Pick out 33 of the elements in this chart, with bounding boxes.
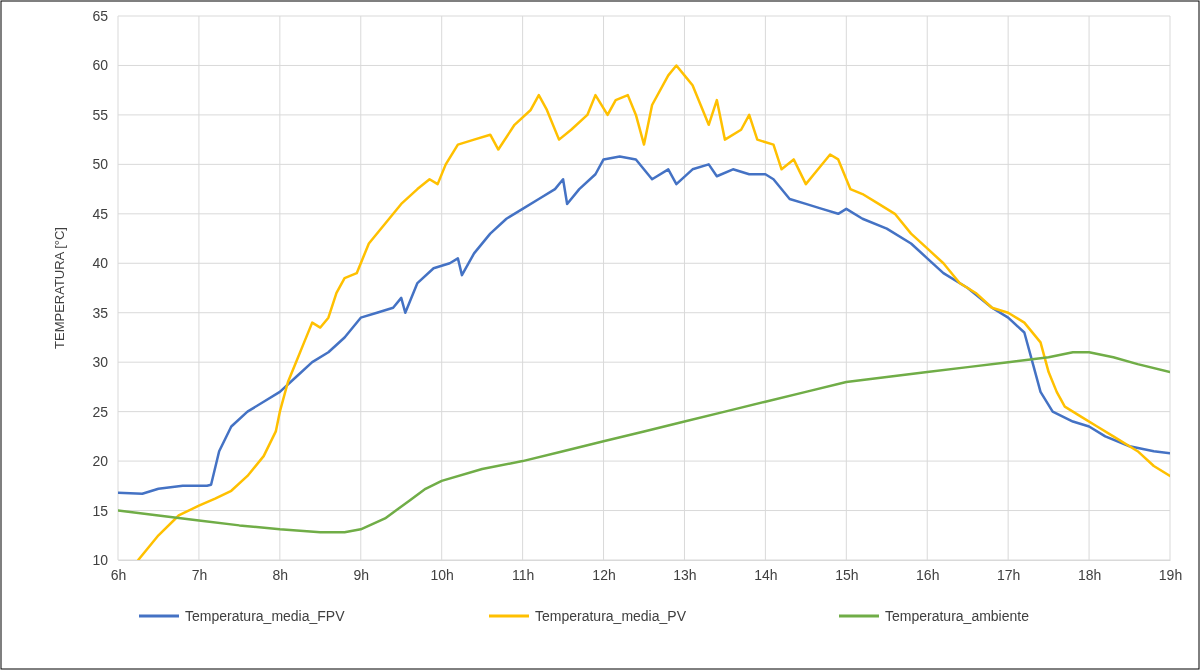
x-tick-label: 18h bbox=[1077, 566, 1102, 583]
x-tick-label: 17h bbox=[996, 566, 1021, 583]
x-tick-label: 13h bbox=[673, 566, 697, 583]
y-tick-label: 30 bbox=[92, 354, 109, 371]
y-tick-label: 60 bbox=[92, 57, 109, 74]
y-tick-label: 20 bbox=[92, 453, 109, 470]
legend-label: Temperatura_media_PV bbox=[535, 608, 687, 624]
x-tick-label: 19h bbox=[1158, 566, 1183, 583]
x-tick-label: 7h bbox=[191, 566, 208, 583]
legend-label: Temperatura_ambiente bbox=[885, 608, 1030, 624]
x-tick-label: 12h bbox=[592, 566, 616, 583]
x-tick-label: 10h bbox=[430, 566, 454, 583]
line-series bbox=[136, 64, 1170, 560]
x-tick-label: 16h bbox=[916, 566, 940, 583]
y-tick-label: 50 bbox=[92, 156, 109, 173]
x-tick-label: 9h bbox=[353, 566, 370, 583]
y-tick-label: 15 bbox=[92, 502, 109, 519]
line-series bbox=[118, 155, 1170, 495]
y-tick-label: 25 bbox=[92, 403, 109, 420]
y-tick-label: 45 bbox=[92, 205, 109, 222]
y-tick-label: 40 bbox=[92, 255, 109, 272]
x-tick-label: 14h bbox=[754, 566, 778, 583]
y-axis-title: TEMPERATURA [°C] bbox=[52, 227, 67, 349]
x-tick-label: 6h bbox=[110, 566, 127, 583]
y-tick-label: 55 bbox=[92, 106, 109, 123]
line-series bbox=[118, 351, 1170, 534]
x-tick-label: 8h bbox=[272, 566, 289, 583]
x-tick-label: 11h bbox=[511, 566, 535, 583]
legend-label: Temperatura_media_FPV bbox=[185, 608, 346, 624]
y-tick-label: 10 bbox=[92, 551, 109, 568]
x-tick-label: 15h bbox=[835, 566, 859, 583]
y-tick-label: 65 bbox=[92, 7, 109, 24]
y-tick-label: 35 bbox=[92, 304, 109, 321]
